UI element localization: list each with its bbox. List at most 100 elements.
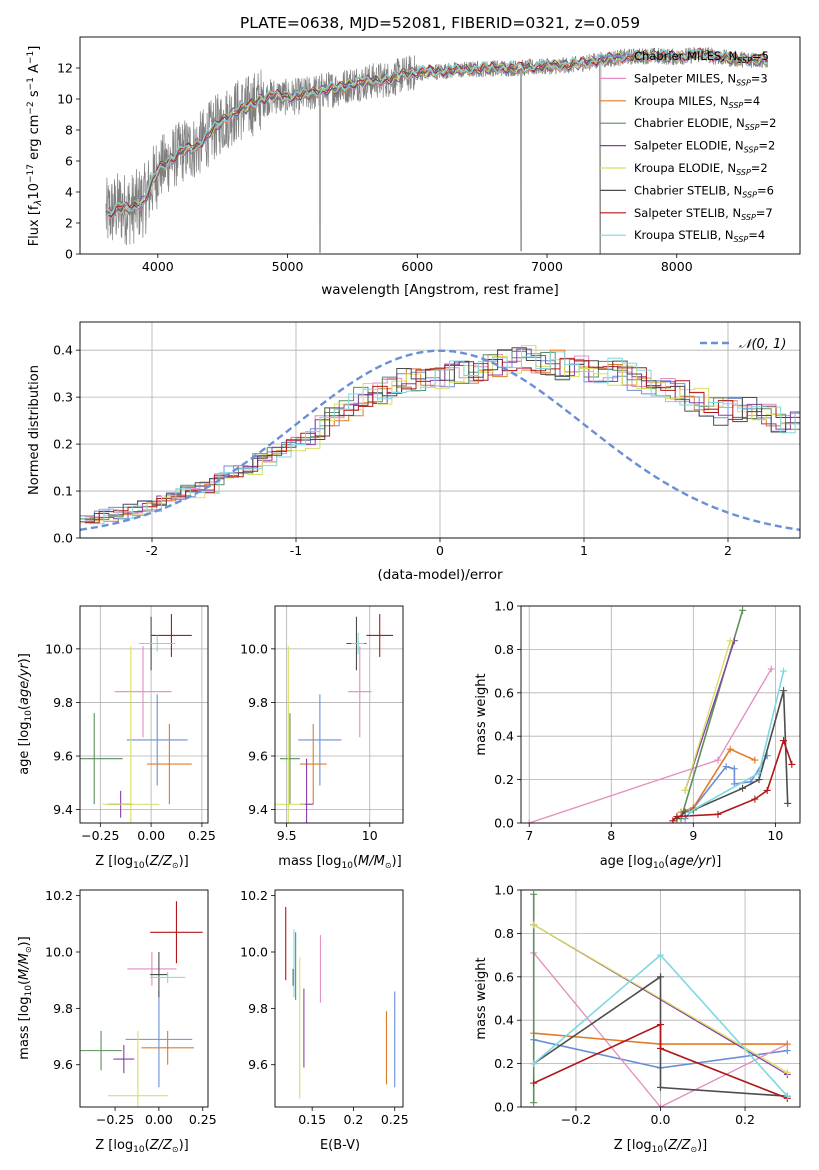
mass-z-ylabel: mass [log10(M/M⊙)] — [17, 936, 34, 1059]
x-tick-label: 10 — [362, 828, 378, 843]
weight-marker — [783, 1040, 791, 1048]
weight-marker — [783, 1047, 791, 1055]
y-tick-label: 10.2 — [240, 888, 268, 903]
legend-label: Salpeter MILES, NSSP=3 — [634, 71, 768, 87]
weight-vs-age-frame — [520, 605, 801, 824]
legend-label: Kroupa ELODIE, NSSP=2 — [634, 161, 768, 177]
errorbar-point — [80, 713, 123, 805]
y-tick-label: 10.0 — [45, 945, 73, 960]
weight-marker — [714, 756, 722, 764]
weight-marker — [783, 1068, 791, 1076]
y-tick-label: 0 — [65, 247, 73, 262]
histogram-step-6 — [80, 347, 800, 523]
y-tick-label: 9.8 — [53, 1001, 73, 1016]
errorbar-point — [125, 991, 193, 1088]
weight-marker — [739, 606, 747, 614]
gaussian-curve — [80, 349, 800, 531]
x-tick-label: 0.25 — [188, 828, 216, 843]
age-vs-Z-frame — [79, 605, 209, 824]
mass-vs-Z-plot-area — [80, 901, 203, 1107]
errorbar-point — [80, 1030, 123, 1071]
spectrum-plot-area — [105, 46, 768, 254]
x-tick-label: 0.2 — [344, 1112, 364, 1127]
errorbar-point — [113, 1045, 135, 1074]
weight-marker — [726, 637, 734, 645]
mass-vs-ebv-frame — [274, 889, 404, 1108]
weight-marker — [767, 665, 775, 673]
y-tick-label: 10.0 — [45, 641, 73, 656]
weight-marker — [788, 760, 796, 768]
weight-marker — [780, 667, 788, 675]
x-tick-label: 8 — [607, 828, 615, 843]
age-vs-mass-axes — [275, 606, 403, 823]
legend-label: Chabrier ELODIE, NSSP=2 — [634, 116, 776, 132]
weight-vs-Z-xlabel: Z [log10(Z/Z⊙)] — [614, 1138, 708, 1155]
weight-line-7 — [533, 1023, 788, 1100]
weight-marker — [751, 795, 759, 803]
y-tick-label: 9.6 — [248, 749, 268, 764]
y-tick-label: 9.8 — [53, 695, 73, 710]
weight-marker — [525, 819, 533, 823]
y-tick-label: 1.0 — [494, 883, 514, 898]
weight-marker — [530, 921, 538, 929]
x-tick-label: 5000 — [272, 259, 304, 274]
weight-marker — [530, 1079, 538, 1087]
x-tick-label: 0.25 — [189, 1112, 217, 1127]
weight-line-1 — [533, 952, 788, 1107]
weight-marker — [685, 808, 693, 816]
x-tick-label: 0.00 — [137, 828, 165, 843]
age-z-xlabel: Z [log10(Z/Z⊙)] — [95, 854, 189, 871]
x-tick-label: 1 — [580, 543, 588, 558]
weight-marker — [681, 786, 689, 794]
weight-marker — [530, 1060, 538, 1068]
y-tick-label: 8 — [65, 123, 73, 138]
weight-marker — [780, 737, 788, 745]
weight-marker — [780, 687, 788, 695]
x-tick-label: −0.25 — [96, 1112, 134, 1127]
weight-line-0 — [684, 755, 768, 820]
weight-vs-Z-plot-area — [530, 890, 791, 1107]
y-tick-label: 10.2 — [45, 888, 73, 903]
weight-marker — [657, 973, 664, 981]
errorbar-point — [275, 646, 305, 823]
weight-vs-age-plot-area — [525, 606, 796, 823]
errorbar-point — [108, 1030, 168, 1107]
legend-label: Chabrier MILES, NSSP=5 — [634, 49, 769, 65]
age-mass-xlabel: mass [log10(M/M⊙)] — [278, 854, 401, 871]
x-tick-label: 0.00 — [145, 1112, 173, 1127]
legend-label: Salpeter STELIB, NSSP=7 — [634, 206, 773, 222]
spectrum-ylabel: Flux [fλ10−17 erg cm−2 s−1 A−1] — [26, 46, 44, 247]
errorbar-point — [299, 723, 327, 805]
weight-marker — [763, 786, 771, 794]
weight-line-4 — [684, 640, 736, 791]
y-tick-label: 9.4 — [53, 802, 73, 817]
errorbar-point — [348, 646, 372, 738]
errorbar-point — [150, 901, 203, 964]
x-tick-label: 7 — [525, 828, 533, 843]
errorbar-point — [351, 632, 365, 655]
x-tick-label: -2 — [146, 543, 158, 558]
y-tick-label: 0.3 — [53, 390, 73, 405]
y-tick-label: 2 — [65, 216, 73, 231]
weight-marker — [751, 756, 759, 764]
weight-marker — [784, 799, 792, 807]
errorbar-point — [126, 694, 188, 786]
x-tick-label: 10 — [767, 828, 783, 843]
age-vs-mass-frame — [274, 605, 404, 824]
weight-marker — [739, 784, 747, 792]
errorbar-point — [150, 952, 168, 998]
x-tick-label: 0.2 — [735, 1112, 755, 1127]
y-tick-label: 0.6 — [494, 685, 514, 700]
x-tick-label: −0.2 — [561, 1112, 591, 1127]
weight-line-2 — [680, 748, 756, 813]
residual-histogram-plot-area — [80, 345, 800, 531]
mass-z-xlabel: Z [log10(Z/Z⊙)] — [95, 1138, 189, 1155]
weight-vs-age-ylabel: mass weight — [474, 673, 489, 755]
weight-marker — [783, 1092, 791, 1100]
y-tick-label: 9.8 — [248, 695, 268, 710]
errorbar-point — [298, 694, 342, 786]
weight-marker — [657, 1044, 664, 1052]
figure-title: PLATE=0638, MJD=52081, FIBERID=0321, z=0… — [240, 14, 640, 32]
age-z-ylabel: age [log10(age/yr)] — [17, 653, 34, 775]
age-vs-mass-plot-area — [275, 614, 394, 823]
